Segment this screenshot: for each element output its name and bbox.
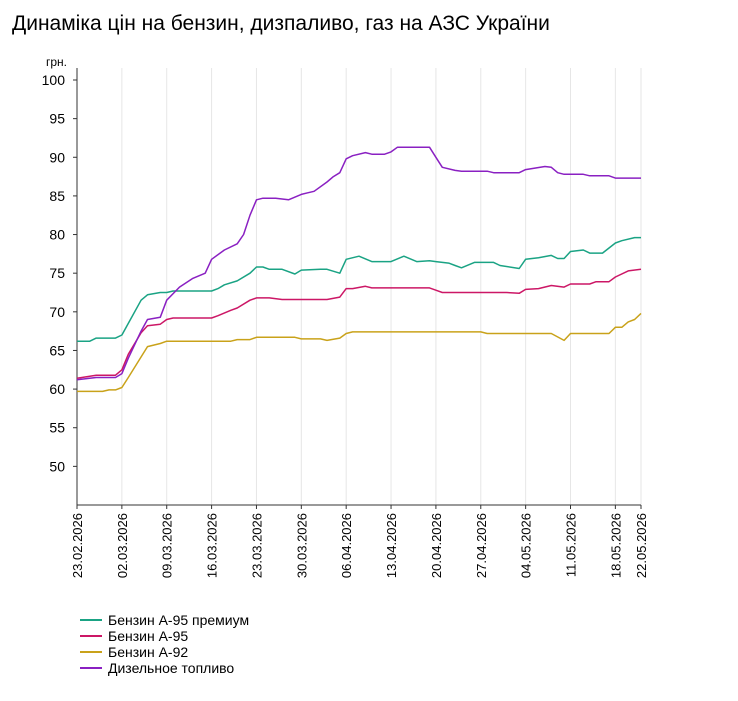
y-tick-label: 100 <box>42 72 66 88</box>
y-tick-label: 65 <box>49 342 65 358</box>
x-tick-label: 06.04.2026 <box>339 513 354 578</box>
y-tick-label: 50 <box>49 458 65 474</box>
legend-swatch <box>80 619 102 621</box>
x-tick-label: 11.05.2026 <box>564 513 579 577</box>
legend-swatch <box>80 651 102 653</box>
x-tick-label: 23.03.2026 <box>249 513 264 578</box>
legend-swatch <box>80 667 102 669</box>
x-tick-label: 27.04.2026 <box>474 513 489 578</box>
x-tick-label: 18.05.2026 <box>608 513 623 578</box>
legend-label: Дизельное топливо <box>108 660 235 676</box>
vertical-grid <box>76 68 642 505</box>
legend-swatch <box>80 635 102 637</box>
y-tick-label: 80 <box>49 227 65 243</box>
x-tick-label: 09.03.2026 <box>160 513 175 578</box>
y-tick-label: 90 <box>49 149 65 165</box>
legend-label: Бензин А-95 премиум <box>108 612 250 628</box>
y-axis-label: грн. <box>46 55 67 69</box>
x-tick-label: 30.03.2026 <box>294 513 309 578</box>
chart-title: Динаміка цін на бензин, дизпаливо, газ н… <box>12 12 550 35</box>
series-lines <box>76 146 642 393</box>
y-tick-label: 75 <box>49 265 65 281</box>
legend: Бензин А-95 премиум Бензин А-95 Бензин А-9… <box>80 612 249 676</box>
y-tick-label: 55 <box>49 420 65 436</box>
legend-label: Бензин А-95 <box>108 628 189 644</box>
x-tick-label: 02.03.2026 <box>115 513 130 578</box>
y-tick-label: 60 <box>49 381 65 397</box>
legend-label: Бензин А-92 <box>108 644 189 660</box>
legend-item: Бензин А-95 премиум <box>80 612 249 628</box>
x-tick-label: 16.03.2026 <box>205 513 220 578</box>
legend-item: Бензин А-95 <box>80 628 249 644</box>
legend-item: Дизельное топливо <box>80 660 249 676</box>
series-line-1 <box>77 236 641 342</box>
x-tick-label: 23.02.2026 <box>70 513 85 578</box>
x-tick-label: 20.04.2026 <box>429 513 444 578</box>
x-tick-label: 13.04.2026 <box>384 513 399 578</box>
y-tick-label: 95 <box>49 111 65 127</box>
series-line-4 <box>76 146 641 381</box>
series-line-2 <box>76 268 642 380</box>
series-line-3 <box>77 312 642 393</box>
y-tick-label: 70 <box>49 304 65 320</box>
y-axis: грн. 50 55 60 65 70 75 80 85 90 95 100 <box>42 55 78 505</box>
legend-item: Бензин А-92 <box>80 644 249 660</box>
x-tick-label: 04.05.2026 <box>519 513 534 578</box>
y-tick-label: 85 <box>49 188 65 204</box>
x-tick-label: 22.05.2026 <box>634 513 649 578</box>
x-axis: 23.02.2026 02.03.2026 09.03.2026 16.03.2026… <box>70 504 649 578</box>
